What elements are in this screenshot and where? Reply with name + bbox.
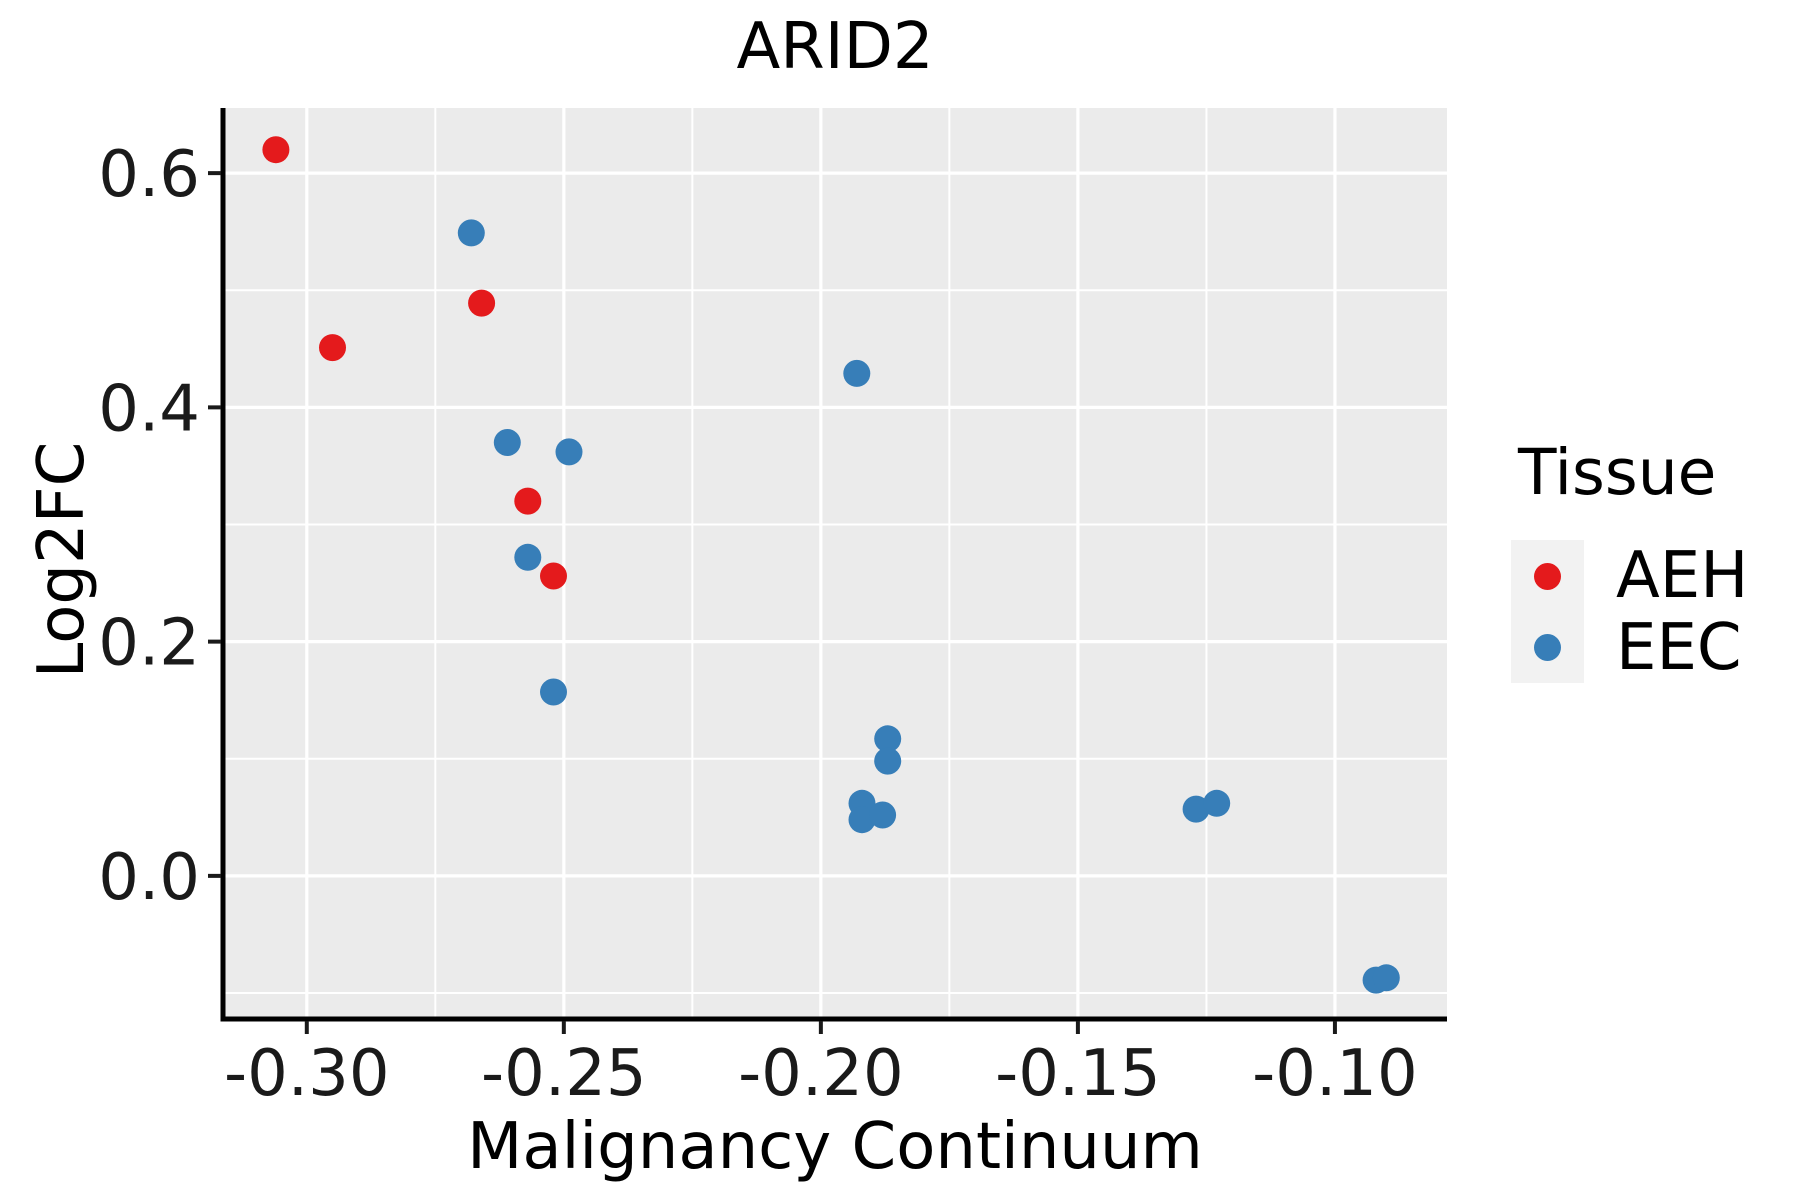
eec-point-swatch-icon (1534, 634, 1561, 661)
x-tick-label: -0.20 (738, 1037, 904, 1111)
point-eec (457, 219, 485, 247)
chart-title: ARID2 (736, 10, 934, 84)
x-tick-label: -0.10 (1252, 1037, 1418, 1111)
point-eec (540, 678, 567, 706)
x-axis-title: Malignancy Continuum (467, 1110, 1203, 1184)
point-eec (1203, 789, 1231, 817)
legend-title: Tissue (1518, 436, 1717, 509)
point-aeh (540, 562, 567, 590)
point-eec (869, 801, 897, 829)
point-aeh (319, 334, 346, 362)
point-eec (874, 747, 902, 775)
x-tick-label: -0.25 (481, 1037, 647, 1111)
x-tick-label: -0.30 (224, 1037, 390, 1111)
aeh-point-swatch-icon (1534, 562, 1561, 590)
point-eec (843, 359, 871, 387)
legend-key-aeh (1511, 540, 1584, 612)
legend-label-eec: EEC (1616, 611, 1742, 685)
y-tick-label: 0.2 (98, 607, 200, 681)
x-tick-label: -0.15 (995, 1037, 1161, 1111)
legend-key-eec (1511, 612, 1584, 683)
point-eec (555, 438, 583, 466)
point-eec (493, 429, 521, 456)
point-eec (874, 725, 902, 753)
point-aeh (262, 136, 290, 164)
y-tick-label: 0.0 (98, 841, 200, 915)
y-tick-label: 0.4 (98, 372, 200, 446)
point-eec (848, 806, 876, 834)
point-eec (1182, 795, 1210, 823)
point-eec (514, 543, 542, 571)
point-aeh (468, 289, 496, 317)
point-eec (1372, 964, 1400, 992)
point-aeh (514, 487, 542, 515)
plot-panel (223, 108, 1447, 1019)
y-axis-title: Log2FC (25, 441, 99, 679)
y-tick-label: 0.6 (98, 138, 200, 212)
legend-label-aeh: AEH (1616, 539, 1749, 613)
